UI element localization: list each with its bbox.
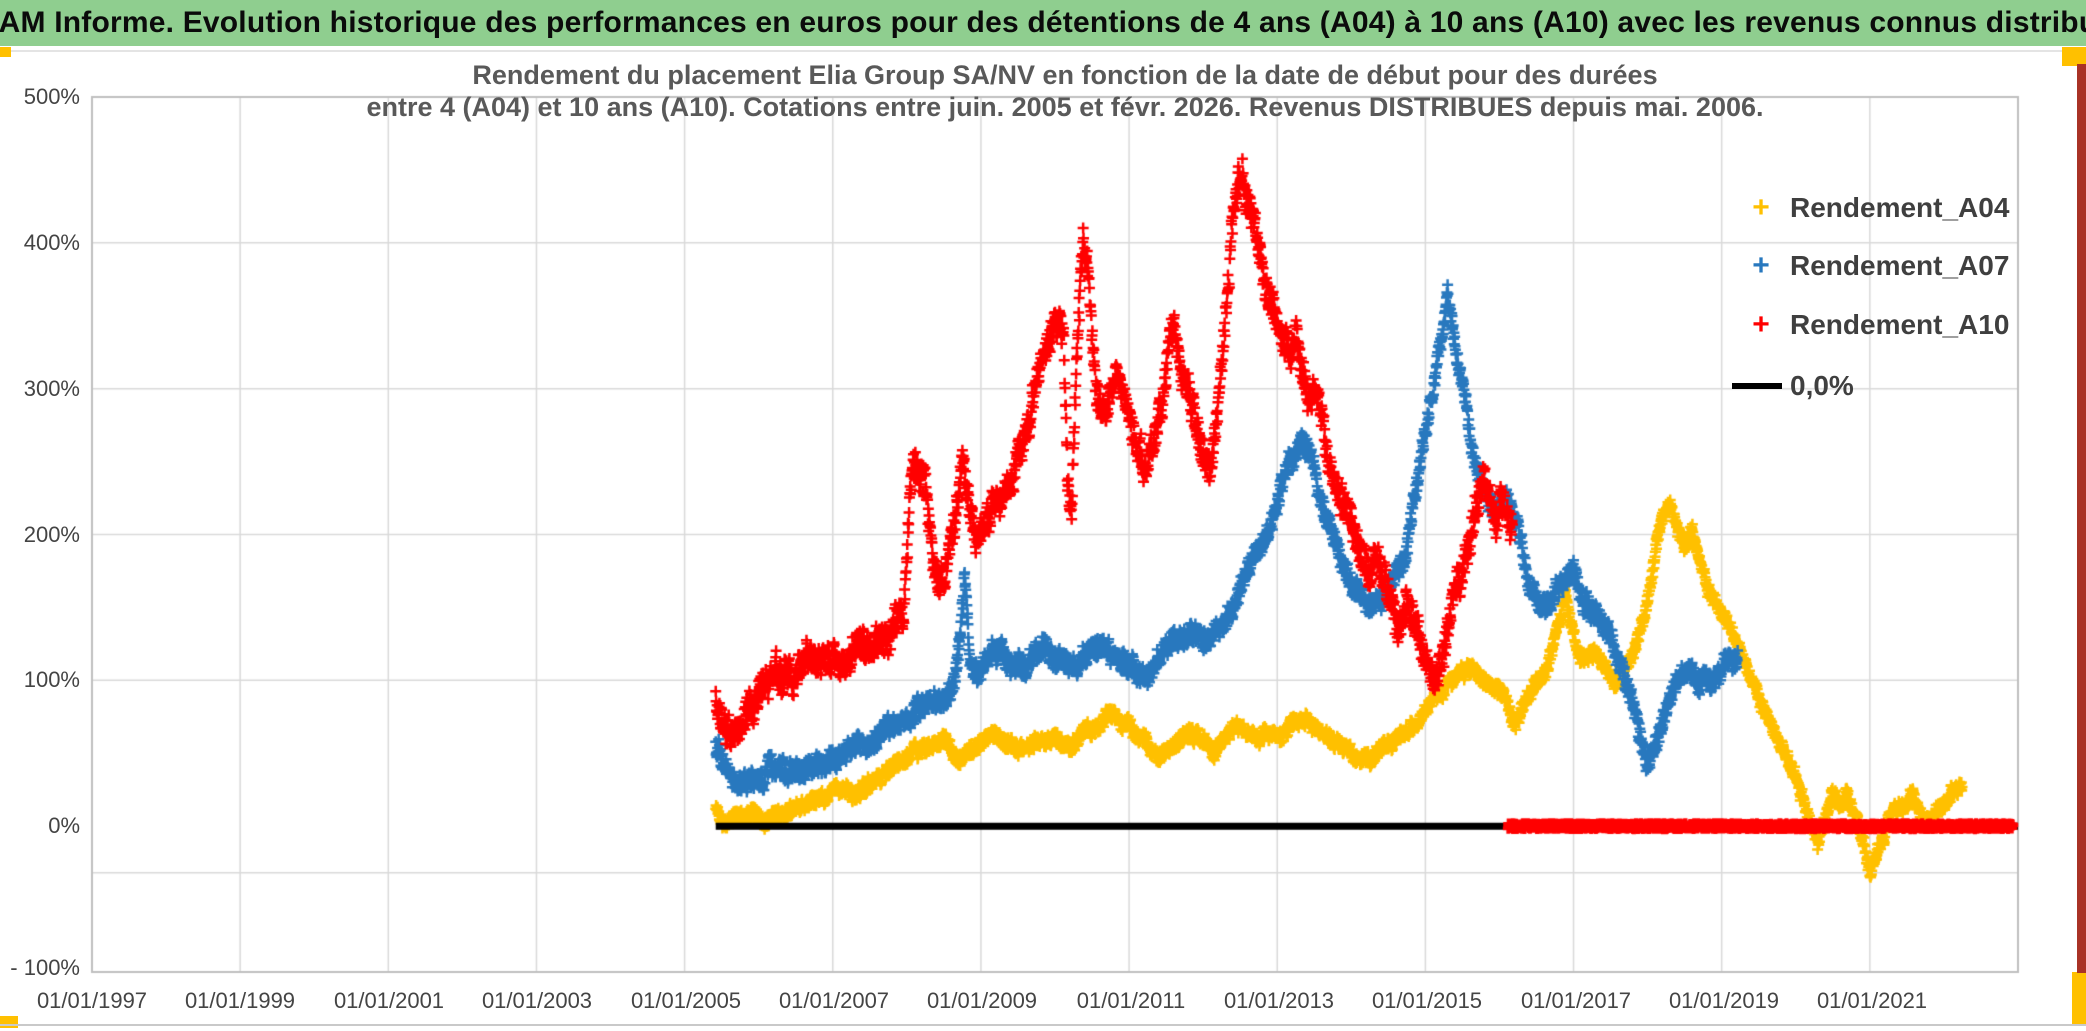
x-tick-2007: 01/01/2007 <box>778 988 890 1013</box>
x-tick-2015: 01/01/2015 <box>1371 988 1483 1013</box>
legend-label-a04: Rendement_A04 <box>1790 192 2010 223</box>
a04-plus-marker-icon: + <box>1752 191 1770 224</box>
x-tick-2001: 01/01/2001 <box>333 988 445 1013</box>
x-tick-2005: 01/01/2005 <box>630 988 742 1013</box>
chart-title-line1: Rendement du placement Elia Group SA/NV … <box>472 60 1658 90</box>
x-tick-1999: 01/01/1999 <box>184 988 296 1013</box>
bottom-window-rule <box>0 1024 2086 1026</box>
legend-label-a10: Rendement_A10 <box>1790 309 2010 340</box>
x-tick-2011: 01/01/2011 <box>1076 988 1186 1013</box>
corner-accent-bottom-right <box>2072 972 2086 1024</box>
y-tick-neg100: - 100% <box>10 955 80 980</box>
x-tick-2021: 01/01/2021 <box>1816 988 1928 1013</box>
right-edge-bar <box>2077 64 2086 973</box>
x-tick-2003: 01/01/2003 <box>481 988 593 1013</box>
y-tick-500: 500% <box>23 84 80 109</box>
a10-plus-marker-icon: + <box>1752 308 1770 341</box>
x-tick-1997: 01/01/1997 <box>36 988 148 1013</box>
y-tick-300: 300% <box>23 376 80 401</box>
y-tick-0: 0% <box>48 813 80 838</box>
y-tick-100: 100% <box>23 667 80 692</box>
x-tick-2019: 01/01/2019 <box>1668 988 1780 1013</box>
legend-label-a07: Rendement_A07 <box>1790 250 2010 281</box>
corner-accent-top-left <box>0 47 11 57</box>
legend-item-a07: + Rendement_A07 <box>1732 246 2009 286</box>
x-tick-2013: 01/01/2013 <box>1223 988 1335 1013</box>
y-tick-200: 200% <box>23 522 80 547</box>
legend-item-zero-line: 0,0% <box>1732 366 1854 406</box>
a07-plus-marker-icon: + <box>1752 249 1770 282</box>
legend-label-zero: 0,0% <box>1790 370 1854 401</box>
y-tick-400: 400% <box>23 230 80 255</box>
corner-accent-top-right <box>2062 47 2086 66</box>
corner-accent-bottom-left <box>0 1016 18 1028</box>
chart-title-line2: entre 4 (A04) et 10 ans (A10). Cotations… <box>366 92 1764 122</box>
x-tick-2009: 01/01/2009 <box>926 988 1038 1013</box>
legend-item-a10: + Rendement_A10 <box>1732 305 2009 345</box>
x-tick-2017: 01/01/2017 <box>1520 988 1632 1013</box>
zero-line-swatch-icon <box>1732 383 1782 389</box>
legend-item-a04: + Rendement_A04 <box>1732 188 2009 228</box>
